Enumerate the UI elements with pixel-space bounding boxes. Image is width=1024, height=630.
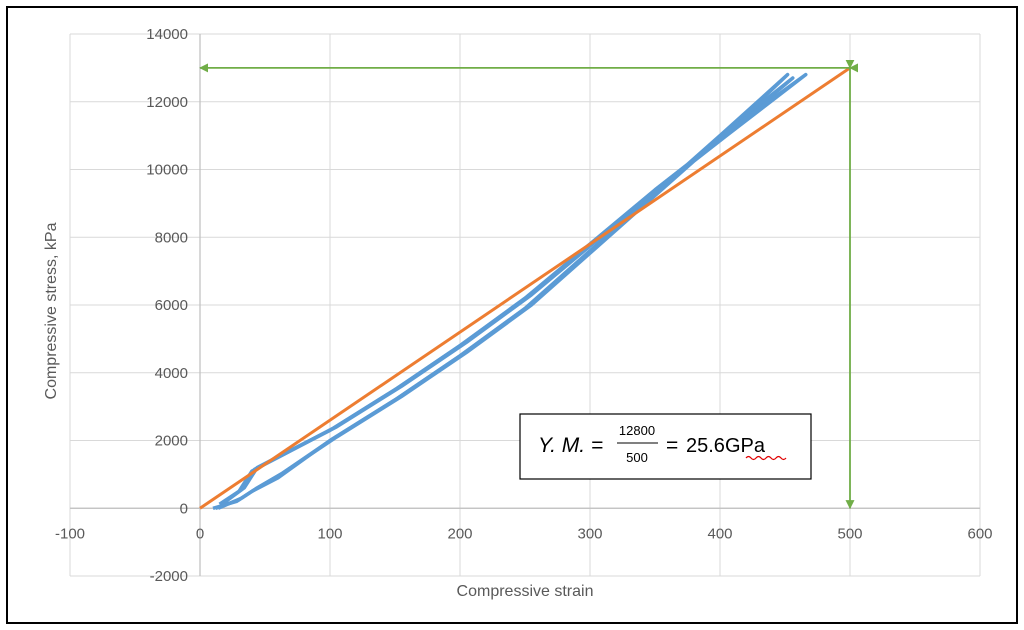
- chart-frame: -100 0 100 200 300 400 500 600 -2000 0 2000 4000 600…: [6, 6, 1018, 624]
- formula-unit: GPa: [725, 435, 766, 457]
- x-axis-title: Compressive strain: [457, 583, 594, 600]
- x-tick-label: 600: [967, 525, 992, 542]
- formula-value: 25.6: [686, 435, 725, 457]
- y-tick-label: 12000: [146, 94, 188, 111]
- formula-denominator: 500: [626, 450, 648, 465]
- y-tick-label: 0: [180, 500, 188, 517]
- x-tick-label: 0: [196, 525, 204, 542]
- x-tick-label: 300: [577, 525, 602, 542]
- y-tick-label: 8000: [155, 229, 188, 246]
- y-tick-label: -2000: [150, 568, 188, 585]
- tick-labels: -100 0 100 200 300 400 500 600 -2000 0 2000 4000 600…: [55, 26, 993, 585]
- formula-lhs: Y. M. =: [538, 434, 603, 457]
- grid: [69, 33, 981, 577]
- x-tick-label: 200: [447, 525, 472, 542]
- x-tick-label: 400: [707, 525, 732, 542]
- arrows-group: [199, 59, 859, 510]
- formula-equals: =: [666, 434, 678, 457]
- y-tick-label: 10000: [146, 162, 188, 179]
- formula-result: 25.6GPa: [686, 435, 766, 457]
- chart-svg: -100 0 100 200 300 400 500 600 -2000 0 2000 4000 600…: [43, 26, 993, 600]
- y-tick-label: 14000: [146, 26, 188, 43]
- x-tick-label: 500: [837, 525, 862, 542]
- y-axis-title: Compressive stress, kPa: [43, 222, 60, 399]
- formula-box: Y. M. = 12800 500 = 25.6GPa: [519, 413, 812, 480]
- series-line-blue-loop-3: [217, 72, 808, 510]
- series-group: [199, 66, 851, 510]
- series-line-orange: [199, 66, 851, 510]
- y-tick-label: 4000: [155, 365, 188, 382]
- formula-numerator: 12800: [619, 423, 655, 438]
- x-tick-label: 100: [317, 525, 342, 542]
- x-tick-label: -100: [55, 525, 85, 542]
- spellcheck-underline: [745, 455, 787, 461]
- y-tick-label: 6000: [155, 297, 188, 314]
- y-tick-label: 2000: [155, 433, 188, 450]
